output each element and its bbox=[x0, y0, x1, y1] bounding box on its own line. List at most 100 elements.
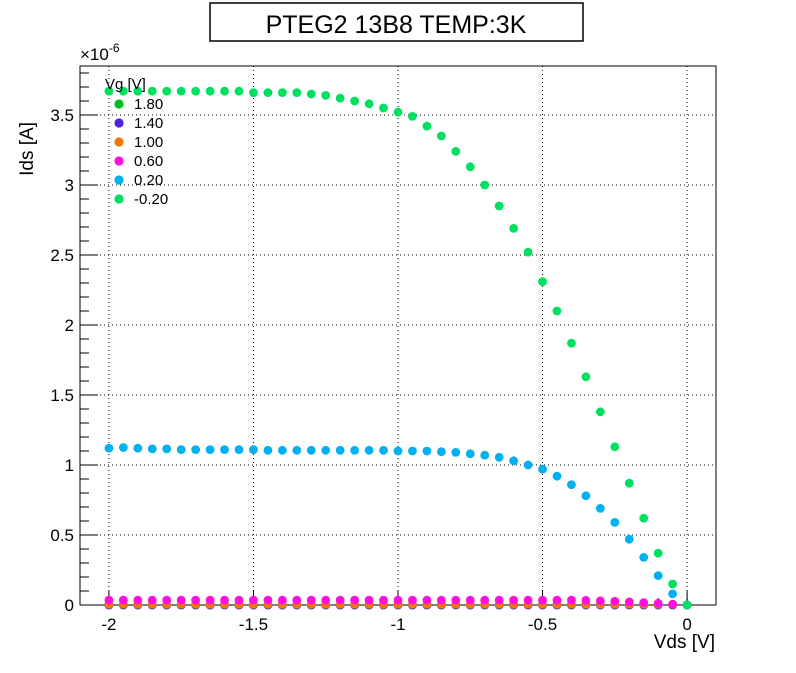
legend-label: -0.20 bbox=[134, 191, 168, 208]
y-tick-label: 2 bbox=[65, 316, 74, 335]
data-point bbox=[364, 445, 374, 455]
y-tick-label: 1.5 bbox=[50, 386, 74, 405]
data-point bbox=[249, 595, 258, 605]
x-tick-label: 0 bbox=[682, 615, 691, 634]
data-point bbox=[350, 445, 360, 455]
data-point bbox=[162, 444, 172, 454]
data-point bbox=[567, 595, 576, 605]
data-point bbox=[581, 491, 591, 501]
data-point bbox=[451, 147, 461, 156]
y-exponent-base: ×10 bbox=[80, 45, 109, 64]
legend-marker bbox=[114, 99, 124, 109]
data-point bbox=[509, 595, 519, 605]
data-point bbox=[104, 595, 114, 605]
legend-marker bbox=[114, 175, 124, 185]
legend-marker bbox=[114, 156, 124, 166]
y-tick-label: 3.5 bbox=[50, 106, 74, 125]
legend: Vg [V] 1.80 1.40 1.00 0.60 0.20 -0.20 bbox=[105, 76, 168, 208]
data-point bbox=[234, 86, 244, 96]
data-point bbox=[639, 513, 649, 523]
data-point bbox=[480, 450, 490, 460]
data-point bbox=[436, 595, 446, 605]
data-point bbox=[393, 446, 403, 456]
y-tick-label: 2.5 bbox=[50, 246, 74, 265]
data-point bbox=[263, 595, 273, 605]
data-point bbox=[350, 595, 360, 605]
data-point bbox=[393, 107, 403, 117]
data-point bbox=[205, 445, 215, 454]
data-point bbox=[350, 96, 360, 106]
data-point bbox=[379, 103, 388, 113]
data-point bbox=[379, 595, 388, 605]
data-point bbox=[509, 224, 519, 233]
data-point bbox=[292, 595, 302, 605]
data-point bbox=[595, 407, 605, 417]
legend-label: 0.20 bbox=[134, 172, 163, 189]
data-point bbox=[133, 443, 143, 453]
data-point bbox=[451, 448, 461, 457]
x-tick-label: -0.5 bbox=[528, 615, 557, 634]
data-point bbox=[653, 598, 663, 608]
data-point bbox=[581, 595, 591, 605]
data-point bbox=[538, 464, 547, 474]
legend-label: 1.40 bbox=[134, 115, 163, 132]
data-point bbox=[162, 595, 172, 605]
data-point bbox=[133, 86, 143, 96]
x-tick-label: -1 bbox=[390, 615, 405, 634]
y-tick-label: 3 bbox=[65, 176, 74, 195]
data-point bbox=[306, 445, 316, 455]
series--0.20 bbox=[104, 86, 692, 610]
data-point bbox=[133, 595, 143, 605]
data-point bbox=[610, 596, 620, 606]
data-point bbox=[494, 201, 504, 211]
data-point bbox=[176, 595, 186, 605]
data-point bbox=[277, 88, 287, 97]
data-point bbox=[581, 372, 591, 382]
legend-marker bbox=[114, 118, 124, 128]
data-point bbox=[104, 443, 114, 453]
data-point bbox=[162, 86, 172, 96]
series-0.60 bbox=[104, 595, 692, 610]
data-point bbox=[422, 121, 432, 131]
data-point bbox=[335, 445, 345, 455]
data-point bbox=[523, 247, 533, 257]
legend-label: 1.80 bbox=[134, 96, 163, 113]
data-point bbox=[191, 445, 201, 454]
data-point bbox=[480, 180, 490, 190]
data-point bbox=[249, 88, 258, 97]
data-point bbox=[422, 595, 432, 605]
data-point bbox=[639, 598, 649, 608]
data-point bbox=[147, 595, 157, 605]
data-point bbox=[436, 447, 446, 457]
data-point bbox=[104, 86, 114, 96]
grid bbox=[80, 66, 716, 605]
data-point bbox=[465, 162, 475, 172]
data-point bbox=[567, 338, 576, 348]
data-point bbox=[538, 595, 547, 605]
data-point bbox=[321, 91, 331, 100]
y-tick-label: 1 bbox=[65, 456, 74, 475]
y-exponent: ×10-6 bbox=[80, 41, 120, 64]
data-point bbox=[205, 86, 215, 96]
data-point bbox=[451, 595, 461, 605]
data-point bbox=[552, 306, 562, 316]
data-point bbox=[249, 445, 258, 454]
series-0.20 bbox=[104, 443, 692, 610]
data-point bbox=[595, 596, 605, 606]
data-point bbox=[335, 93, 345, 103]
data-point bbox=[176, 86, 186, 96]
chart-title: PTEG2 13B8 TEMP:3K bbox=[266, 11, 527, 39]
data-point bbox=[422, 446, 432, 456]
y-tick-label: 0 bbox=[65, 596, 74, 615]
data-point bbox=[610, 442, 620, 452]
y-tick-label: 0.5 bbox=[50, 526, 74, 545]
x-tick-label: -1.5 bbox=[239, 615, 268, 634]
data-point bbox=[408, 446, 417, 456]
data-point bbox=[379, 445, 388, 455]
data-point bbox=[408, 595, 417, 605]
title-frame bbox=[209, 2, 584, 42]
data-point bbox=[624, 597, 634, 607]
data-point bbox=[624, 478, 634, 488]
data-point bbox=[480, 595, 490, 605]
